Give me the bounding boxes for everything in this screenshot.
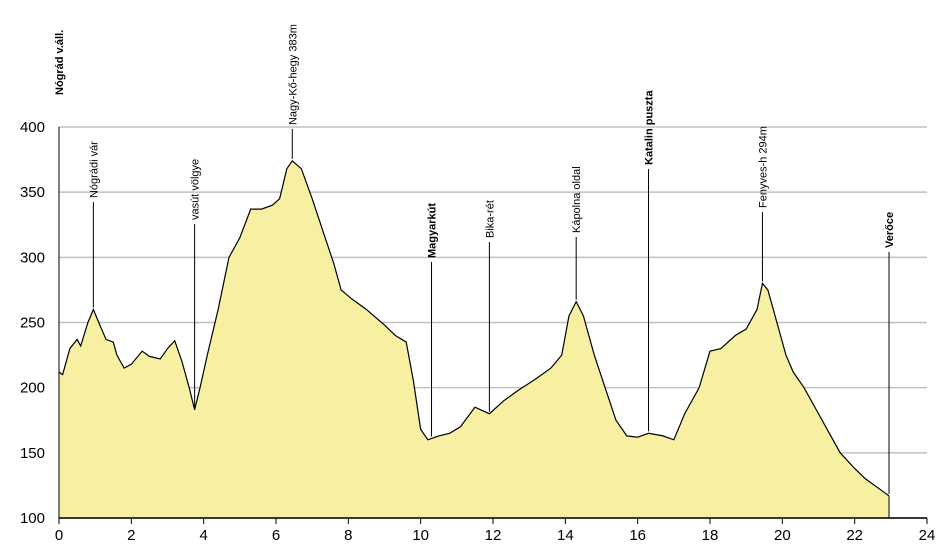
- annotation-label: Kápolna oldal: [571, 166, 583, 233]
- x-tick-label: 0: [55, 527, 63, 544]
- profile-line: [58, 159, 890, 497]
- x-tick-label: 8: [344, 527, 352, 544]
- annotation-label: Katalin puszta: [644, 90, 656, 165]
- annotation-label: Magyarkút: [427, 203, 439, 258]
- annotation-label: Verőce: [884, 212, 896, 248]
- y-tick-label: 150: [20, 445, 45, 462]
- area-fill: [59, 160, 890, 519]
- x-tick-label: 16: [629, 527, 646, 544]
- x-tick-label: 4: [199, 527, 207, 544]
- x-tick-label: 10: [412, 527, 429, 544]
- annotation-label: Nógrád v.áll.: [54, 30, 66, 95]
- y-tick-label: 200: [20, 380, 45, 397]
- annotation-label: Bika-rét: [484, 200, 496, 238]
- y-tick-label: 350: [20, 184, 45, 201]
- x-tick-label: 20: [774, 527, 791, 544]
- x-tick-label: 2: [127, 527, 135, 544]
- y-tick-label: 250: [20, 315, 45, 332]
- x-tick-label: 14: [557, 527, 574, 544]
- annotation-label: Fenyves-h 294m: [757, 126, 769, 208]
- x-tick-label: 6: [272, 527, 280, 544]
- x-tick-label: 24: [919, 527, 936, 544]
- y-tick-label: 300: [20, 249, 45, 266]
- x-tick-label: 22: [846, 527, 863, 544]
- annotation-label: Nagy-Kő-hegy 383m: [287, 24, 299, 125]
- annotation-label: Nógrádi vár: [88, 141, 100, 198]
- y-tick-label: 100: [20, 510, 45, 527]
- annotation-label: vasút völgye: [190, 159, 202, 220]
- y-tick-label: 400: [20, 119, 45, 136]
- x-tick-label: 18: [702, 527, 719, 544]
- x-tick-label: 12: [485, 527, 502, 544]
